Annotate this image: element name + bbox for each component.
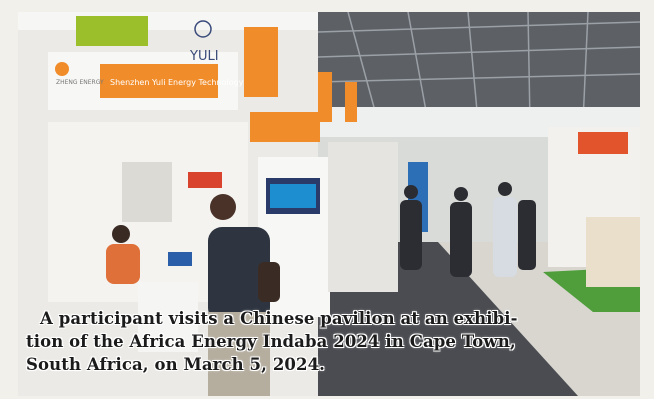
caption-line-2: tion of the Africa Energy Indaba 2024 in… (26, 332, 516, 351)
visitors-group (400, 182, 536, 277)
ceiling-trusses (317, 12, 640, 123)
side-logo-text: ZHENG ENERGY (56, 79, 104, 86)
orange-panel-3 (345, 82, 357, 122)
display-board (122, 162, 172, 222)
participant-trousers (208, 312, 270, 396)
yuli-logo-text: YULI (189, 49, 219, 64)
counter-display (168, 252, 192, 266)
exhibitor-head (112, 225, 130, 243)
fascia-text: Shenzhen Yuli Energy Technology Co., Ltd… (110, 78, 279, 87)
orange-panel-2 (318, 72, 332, 122)
orange-panel-1 (244, 27, 278, 97)
battery-label (270, 184, 316, 208)
energy-logo-icon (55, 62, 69, 76)
aisle-booth-left (328, 142, 398, 292)
right-booth-counter (586, 217, 640, 287)
participant-head (210, 194, 236, 220)
orange-sign (250, 112, 320, 142)
photo-caption: A participant visits a Chinese pavilion … (26, 307, 638, 376)
participant-bag (258, 262, 280, 302)
caption-line-3: South Africa, on March 5, 2024. (26, 355, 325, 374)
yuli-logo-icon (194, 20, 212, 38)
ceiling (318, 12, 640, 122)
green-banner (76, 16, 148, 46)
photo-illustration: Shenzhen Yuli Energy Technology Co., Ltd… (18, 12, 640, 396)
right-booth-sign (578, 132, 628, 154)
reception-counter (138, 282, 198, 352)
exhibitor-person (106, 244, 140, 284)
caption-line-1: A participant visits a Chinese pavilion … (40, 309, 518, 328)
exhibition-photo: Shenzhen Yuli Energy Technology Co., Ltd… (18, 12, 640, 396)
participant-body (208, 227, 270, 322)
red-product (188, 172, 222, 188)
orange-fascia (100, 64, 218, 98)
